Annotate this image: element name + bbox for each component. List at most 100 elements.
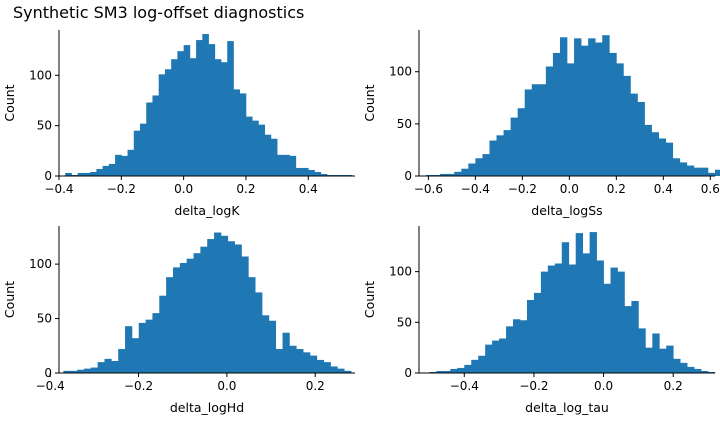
histogram-bar — [429, 371, 437, 373]
histogram-bar — [450, 368, 458, 373]
histogram-bar — [164, 69, 172, 176]
histogram-bar — [111, 361, 119, 373]
y-axis-label: Count — [362, 281, 377, 318]
histogram-bar — [308, 169, 315, 176]
y-axis-label: Count — [2, 84, 17, 121]
histogram-bar — [482, 154, 490, 176]
histogram-bar — [538, 84, 547, 176]
histogram-bar — [200, 246, 208, 373]
histogram-bar — [665, 142, 674, 176]
histogram-bar — [214, 232, 222, 373]
histogram-bar — [289, 155, 297, 176]
x-tick-label: −0.4 — [461, 182, 490, 196]
histogram-bar — [531, 84, 540, 176]
histogram-bar — [127, 149, 135, 176]
histogram-bar — [104, 358, 112, 373]
histogram-bar — [616, 63, 624, 177]
histogram-bar — [426, 174, 434, 176]
histogram-bar — [252, 120, 259, 176]
histogram-bar — [283, 154, 290, 176]
histogram-bar — [268, 320, 277, 373]
histogram-panel-2: −0.6 −0.4 −0.2 0.0 0.2 0.4 0.6 0 50 100 delta_logS… — [362, 30, 720, 218]
histogram-bar — [471, 359, 479, 373]
histogram-bar — [468, 163, 476, 176]
histogram-bar — [146, 102, 153, 176]
histogram-bar — [638, 328, 646, 373]
histogram-bar — [302, 167, 309, 176]
histogram-bar — [255, 292, 263, 373]
histogram-bar — [440, 173, 448, 176]
histogram-bar — [680, 362, 688, 373]
y-axis-label: Count — [2, 281, 17, 318]
histogram-bar — [700, 167, 709, 176]
x-tick-label: 0.4 — [654, 182, 673, 196]
x-tick-label: 0.0 — [560, 182, 579, 196]
histogram-bar — [330, 366, 338, 373]
histogram-bar — [610, 267, 618, 373]
x-tick-label: −0.2 — [107, 182, 136, 196]
histogram-bar — [131, 338, 140, 373]
histogram-bar — [171, 59, 178, 177]
histogram-bar — [478, 355, 486, 373]
y-tick-label: 0 — [404, 169, 412, 183]
histogram-bar — [575, 233, 584, 373]
histogram-bar — [581, 45, 589, 176]
x-tick-label: −0.2 — [508, 182, 537, 196]
histogram-panel-4: −0.4 −0.2 0.0 0.2 0 50 100 delta_log_tau Count — [362, 226, 716, 415]
histogram-bar — [510, 117, 519, 176]
histogram-bar — [214, 59, 222, 177]
histogram-bar — [436, 370, 444, 373]
histogram-bar — [323, 362, 331, 373]
histogram-bar — [630, 93, 638, 176]
histogram-bar — [602, 35, 610, 177]
histogram-bar — [166, 277, 174, 373]
histogram-bar — [248, 277, 256, 373]
y-tick-label: 50 — [397, 315, 412, 329]
histogram-bar — [320, 173, 328, 176]
histogram-bar — [289, 345, 297, 373]
histogram-bar — [241, 256, 249, 373]
histogram-bar — [63, 370, 71, 373]
histogram-bar — [239, 93, 247, 176]
histogram-bar — [659, 348, 667, 373]
histogram-bar — [686, 165, 695, 176]
histogram-bar — [344, 370, 352, 373]
histogram-bar — [71, 174, 79, 176]
y-tick-label: 50 — [37, 312, 52, 326]
histogram-bar — [337, 368, 345, 373]
histogram-bar — [264, 134, 272, 176]
x-tick-label: 0.2 — [306, 379, 325, 393]
histogram-bar — [489, 140, 497, 176]
histogram-bar — [326, 174, 334, 176]
histogram-bar — [118, 349, 126, 373]
histogram-bar — [485, 344, 493, 373]
histogram-bar — [314, 171, 322, 176]
histogram-bar — [133, 130, 141, 176]
histogram-bar — [189, 58, 197, 176]
histogram-bar — [589, 232, 597, 373]
histogram-bar — [708, 371, 716, 373]
histogram-bar — [492, 340, 500, 373]
histogram-bar — [177, 51, 184, 176]
x-tick-label: 0.6 — [701, 182, 720, 196]
histogram-bar — [221, 62, 228, 176]
histogram-bar — [503, 130, 511, 176]
histogram-bar — [673, 358, 681, 373]
histogram-bar — [97, 362, 105, 373]
histogram-bar — [506, 326, 514, 373]
y-tick-label: 100 — [29, 257, 52, 271]
histogram-bar — [158, 74, 166, 176]
histogram-bar — [496, 135, 504, 176]
y-axis-label: Count — [362, 84, 377, 121]
histogram-bar — [108, 163, 116, 176]
histogram-bar — [296, 349, 304, 373]
histogram-bar — [121, 155, 128, 176]
histogram-bar — [220, 235, 229, 373]
x-tick-label: −0.2 — [124, 379, 153, 393]
histogram-bar — [524, 89, 533, 176]
histogram-bar — [303, 352, 311, 373]
histogram-bar — [258, 124, 265, 176]
x-axis-label: delta_logHd — [170, 400, 244, 415]
